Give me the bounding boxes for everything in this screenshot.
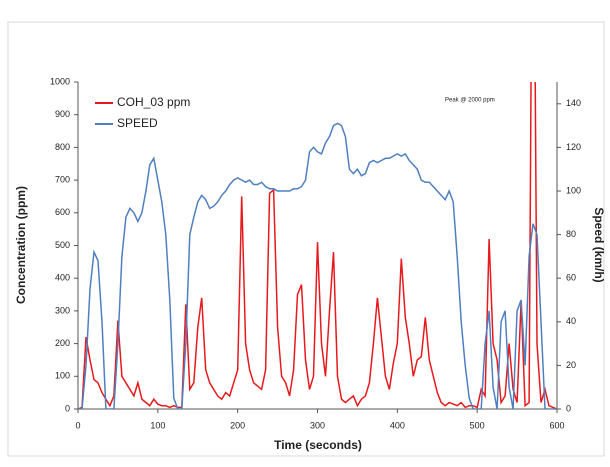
y2-tick-label: 20 [566, 360, 576, 370]
y2-tick-label: 140 [566, 98, 581, 108]
x-tick-label: 200 [230, 420, 245, 430]
plot-area [78, 82, 557, 409]
x-axis-title: Time (seconds) [274, 438, 362, 452]
y2-tick-label: 0 [566, 403, 571, 413]
y-tick-label: 500 [55, 240, 70, 250]
y-tick-label: 700 [55, 174, 70, 184]
annotation: Peak @ 2000 ppm [445, 98, 495, 104]
y2-tick-label: 60 [566, 273, 576, 283]
y2-axis-title: Speed (km/h) [592, 207, 606, 282]
y-axis-title: Concentration (ppm) [14, 186, 28, 304]
series-line [78, 82, 557, 409]
x-tick-label: 600 [549, 420, 564, 430]
y2-tick-label: 80 [566, 229, 576, 239]
x-tick-label: 500 [470, 420, 485, 430]
y2-tick-label: 100 [566, 185, 581, 195]
y-tick-label: 800 [55, 142, 70, 152]
y-tick-label: 400 [55, 273, 70, 283]
y-tick-label: 1000 [50, 76, 70, 86]
y-tick-label: 0 [65, 403, 70, 413]
y-tick-label: 100 [55, 371, 70, 381]
y-tick-label: 300 [55, 305, 70, 315]
legend-label: SPEED [117, 116, 158, 130]
chart-frame [7, 21, 605, 457]
legend-label: COH_03 ppm [117, 95, 190, 109]
x-tick-label: 400 [390, 420, 405, 430]
series-line [78, 122, 557, 409]
y2-tick-label: 120 [566, 142, 581, 152]
y-tick-label: 600 [55, 207, 70, 217]
y2-tick-label: 40 [566, 316, 576, 326]
x-tick-label: 0 [75, 420, 80, 430]
x-tick-label: 100 [150, 420, 165, 430]
y-tick-label: 900 [55, 109, 70, 119]
x-tick-label: 300 [310, 420, 325, 430]
y-tick-label: 200 [55, 338, 70, 348]
